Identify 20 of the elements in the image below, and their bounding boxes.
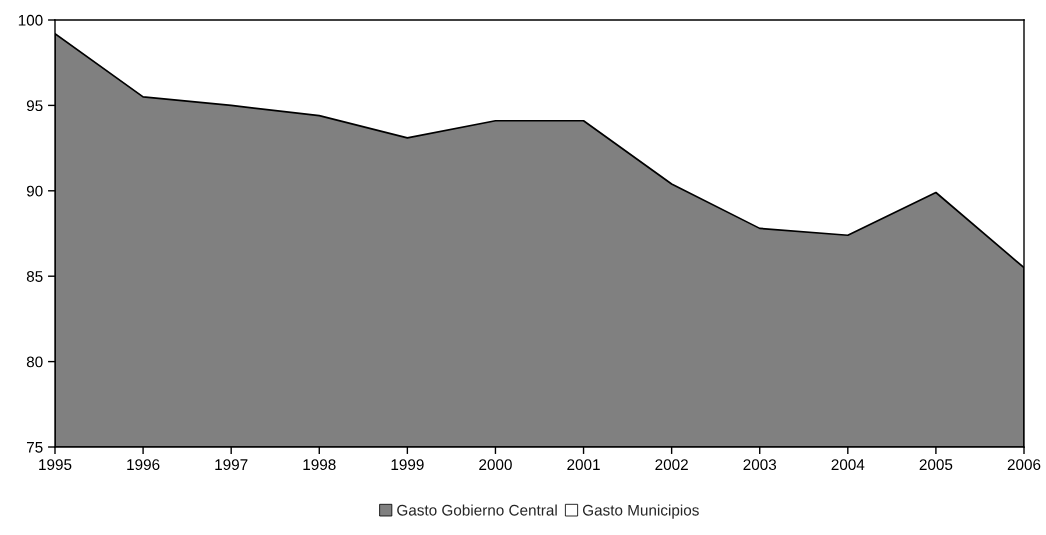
y-tick-label: 100	[18, 14, 43, 26]
x-tick-label: 1997	[215, 459, 248, 471]
x-tick-label: 1995	[39, 459, 72, 471]
legend-label: Gasto Gobierno Central	[397, 504, 557, 516]
x-tick-label: 2006	[1007, 459, 1041, 471]
y-tick-label: 85	[26, 271, 43, 282]
x-tick-label: 2005	[919, 459, 953, 471]
x-tick-label: 1996	[127, 459, 160, 471]
y-tick-label: 75	[26, 442, 43, 453]
legend-label: Gasto Municipios	[582, 504, 699, 519]
x-tick-label: 1998	[303, 459, 336, 471]
x-tick-label: 2000	[479, 459, 512, 471]
y-tick-label: 90	[26, 185, 43, 197]
x-tick-label: 2002	[655, 459, 688, 471]
y-tick-label: 95	[26, 100, 43, 112]
x-tick-label: 2003	[743, 459, 777, 471]
y-tick-label: 80	[26, 356, 43, 368]
x-tick-label: 2001	[567, 459, 600, 471]
x-tick-label: 2004	[831, 459, 865, 471]
x-tick-label: 1999	[391, 459, 424, 471]
